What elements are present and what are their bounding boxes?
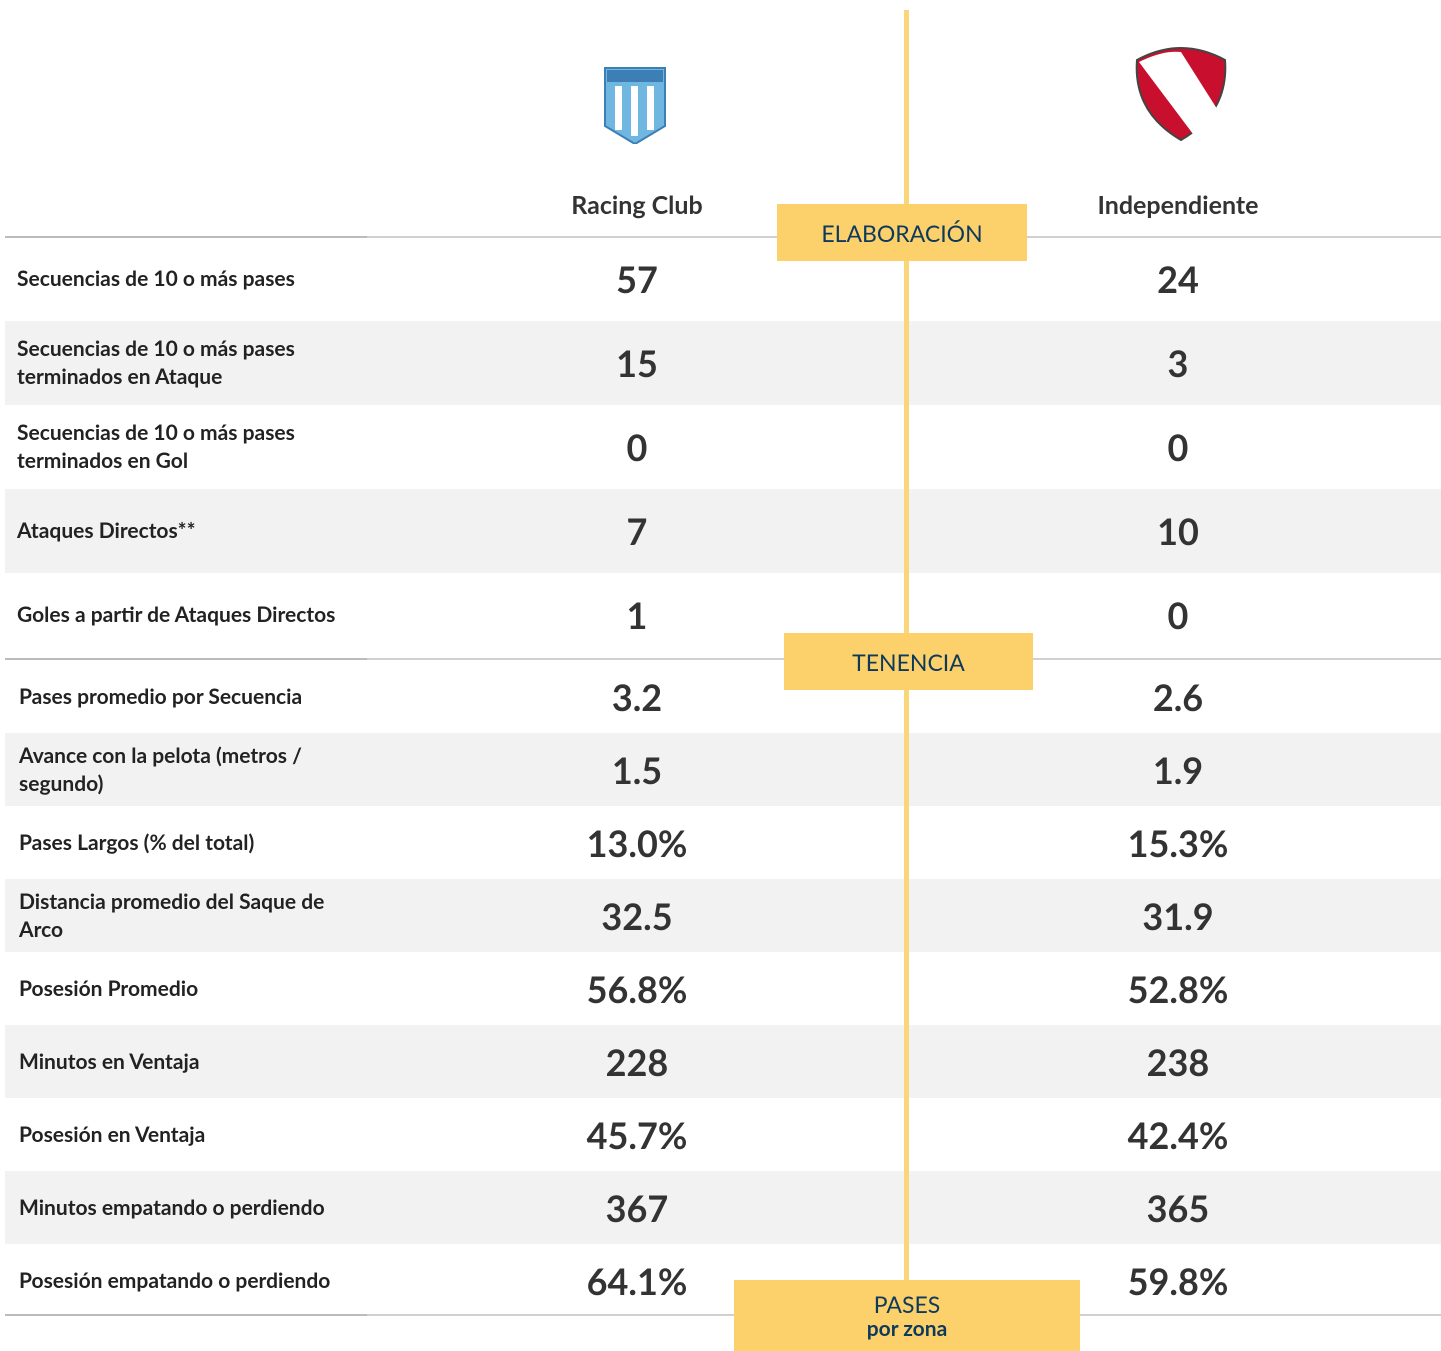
row-value: 3 bbox=[1167, 341, 1189, 385]
row-value: 45.7% bbox=[586, 1112, 688, 1157]
row-label: Ataques Directos** bbox=[17, 518, 196, 543]
table-row: Goles a partir de Ataques Directos 1 0 bbox=[5, 573, 1441, 657]
divider bbox=[5, 236, 1441, 238]
row-label: Avance con la pelota (metros / segundo) bbox=[19, 742, 302, 796]
row-value: 13.0% bbox=[586, 820, 688, 865]
divider bbox=[5, 1314, 1441, 1316]
row-label: Secuencias de 10 o más pases terminados … bbox=[17, 420, 295, 473]
row-label: Distancia promedio del Saque de Arco bbox=[19, 888, 325, 942]
row-label: Minutos empatando o perdiendo bbox=[19, 1194, 325, 1220]
table-row: Pases Largos (% del total) 13.0% 15.3% bbox=[5, 806, 1441, 879]
section-title: PASES bbox=[873, 1289, 941, 1318]
section-title: TENENCIA bbox=[852, 647, 965, 676]
section-subtitle: por zona bbox=[866, 1315, 948, 1341]
row-label: Secuencias de 10 o más pases bbox=[17, 266, 295, 291]
row-value: 32.5 bbox=[601, 893, 673, 938]
team-name: Independiente bbox=[1097, 190, 1259, 220]
row-value: 42.4% bbox=[1127, 1112, 1229, 1157]
table-row: Posesión en Ventaja 45.7% 42.4% bbox=[5, 1098, 1441, 1171]
row-value: 0 bbox=[626, 425, 648, 469]
row-label: Posesión empatando o perdiendo bbox=[19, 1267, 331, 1293]
row-value: 7 bbox=[626, 509, 648, 553]
row-value: 0 bbox=[1167, 425, 1189, 469]
row-label: Minutos en Ventaja bbox=[19, 1048, 200, 1074]
table-row: Distancia promedio del Saque de Arco 32.5… bbox=[5, 879, 1441, 952]
racing-logo bbox=[604, 67, 666, 144]
row-value: 64.1% bbox=[586, 1258, 688, 1303]
row-label: Posesión Promedio bbox=[19, 975, 199, 1001]
section-title: ELABORACIÓN bbox=[821, 218, 983, 247]
divider bbox=[5, 658, 1441, 660]
row-value: 2.6 bbox=[1152, 674, 1204, 719]
row-label: Pases promedio por Secuencia bbox=[19, 683, 303, 709]
table-row: Posesión Promedio 56.8% 52.8% bbox=[5, 952, 1441, 1025]
row-value: 3.2 bbox=[611, 674, 663, 719]
row-value: 238 bbox=[1146, 1039, 1210, 1084]
table-row: Secuencias de 10 o más pases terminados … bbox=[5, 321, 1441, 405]
table-row: Posesión empatando o perdiendo 64.1% 59.8% bbox=[5, 1244, 1441, 1317]
section-badge: ELABORACIÓN bbox=[777, 204, 1027, 261]
row-value: 365 bbox=[1146, 1185, 1210, 1230]
row-value: 31.9 bbox=[1142, 893, 1214, 938]
row-label: Posesión en Ventaja bbox=[19, 1121, 206, 1147]
row-value: 228 bbox=[605, 1039, 669, 1084]
row-label: Secuencias de 10 o más pases terminados … bbox=[17, 336, 295, 389]
table-row: Minutos empatando o perdiendo 367 365 bbox=[5, 1171, 1441, 1244]
row-value: 56.8% bbox=[586, 966, 688, 1011]
row-value: 1 bbox=[626, 593, 648, 637]
row-value: 15.3% bbox=[1127, 820, 1229, 865]
row-value: 1.5 bbox=[611, 747, 663, 792]
team-name: Racing Club bbox=[571, 190, 703, 220]
table-row: Secuencias de 10 o más pases 57 24 bbox=[5, 237, 1441, 321]
row-value: 367 bbox=[605, 1185, 669, 1230]
row-label: Goles a partir de Ataques Directos bbox=[17, 602, 336, 627]
row-value: 1.9 bbox=[1152, 747, 1204, 792]
row-label: Pases Largos (% del total) bbox=[19, 829, 255, 855]
row-value: 57 bbox=[616, 257, 658, 301]
row-value: 59.8% bbox=[1127, 1258, 1229, 1303]
table-row: Avance con la pelota (metros / segundo) 1… bbox=[5, 733, 1441, 806]
row-value: 24 bbox=[1157, 257, 1199, 301]
row-value: 10 bbox=[1157, 509, 1199, 553]
section-badge: PASES por zona bbox=[734, 1280, 1080, 1351]
section-badge: TENENCIA bbox=[784, 633, 1033, 690]
table-row: Secuencias de 10 o más pases terminados … bbox=[5, 405, 1441, 489]
row-value: 15 bbox=[616, 341, 658, 385]
table-row: Ataques Directos** 7 10 bbox=[5, 489, 1441, 573]
independiente-logo bbox=[1135, 47, 1227, 142]
table-row: Minutos en Ventaja 228 238 bbox=[5, 1025, 1441, 1098]
row-value: 52.8% bbox=[1127, 966, 1229, 1011]
table-row: Pases promedio por Secuencia 3.2 2.6 bbox=[5, 660, 1441, 733]
row-value: 0 bbox=[1167, 593, 1189, 637]
